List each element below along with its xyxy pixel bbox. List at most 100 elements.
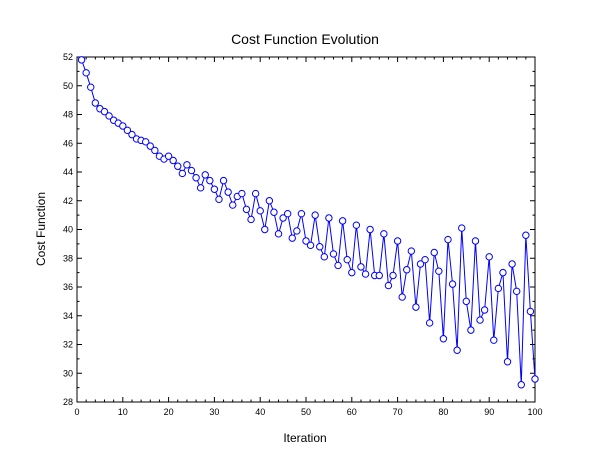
data-point — [100, 107, 109, 116]
x-tick-label: 0 — [74, 407, 79, 417]
data-point — [494, 284, 503, 293]
x-tick-label: 90 — [484, 407, 494, 417]
data-point — [476, 316, 484, 324]
y-tick-label: 44 — [63, 167, 73, 177]
data-point — [256, 207, 264, 215]
data-point — [338, 217, 347, 225]
data-point — [265, 197, 274, 205]
data-point — [302, 237, 310, 245]
plot-area-frame — [76, 56, 536, 403]
data-point — [325, 214, 333, 222]
data-point — [403, 266, 411, 274]
data-point — [146, 142, 154, 150]
data-point — [215, 195, 223, 204]
y-tick-label: 36 — [63, 282, 73, 292]
data-point — [380, 230, 388, 238]
data-point — [357, 263, 365, 271]
data-point — [283, 209, 292, 218]
data-point — [274, 230, 283, 238]
data-point — [91, 99, 100, 107]
data-point — [398, 293, 406, 301]
data-point — [206, 176, 214, 185]
series-cost — [77, 56, 539, 389]
x-tick-label: 100 — [527, 407, 542, 417]
x-axis-label: Iteration — [283, 431, 326, 445]
data-point — [407, 247, 416, 255]
x-tick-label: 40 — [255, 407, 265, 417]
data-point — [119, 122, 127, 130]
series-points — [77, 56, 539, 389]
data-point — [485, 253, 493, 261]
data-point — [178, 169, 187, 178]
data-point — [503, 358, 512, 366]
data-point — [293, 227, 301, 235]
data-point — [183, 161, 191, 169]
data-point — [448, 280, 457, 288]
data-point — [490, 336, 498, 344]
y-tick-label: 42 — [63, 196, 73, 206]
x-tick-label: 20 — [164, 407, 174, 417]
y-axis-label: Cost Function — [34, 192, 48, 266]
data-point — [142, 138, 150, 146]
data-point — [375, 271, 383, 280]
data-point — [462, 297, 470, 306]
x-tick-label: 50 — [301, 407, 311, 417]
data-point — [297, 209, 306, 218]
data-point — [261, 225, 269, 234]
data-point — [471, 237, 480, 245]
y-tick-label: 28 — [63, 397, 73, 407]
data-point — [329, 250, 338, 258]
data-point — [229, 201, 237, 209]
x-tick-label: 60 — [347, 407, 357, 417]
data-point — [512, 287, 521, 296]
data-point — [174, 162, 182, 170]
data-point — [164, 152, 173, 160]
x-tick-label: 80 — [438, 407, 448, 417]
y-tick-label: 30 — [63, 368, 73, 378]
data-point — [123, 126, 132, 135]
data-point — [238, 189, 246, 198]
data-point — [251, 189, 260, 198]
data-point — [334, 261, 342, 270]
data-point — [224, 188, 232, 196]
data-point — [316, 243, 324, 251]
series-line — [81, 59, 536, 385]
axis-tick-labels: 0 10 20 30 40 50 60 70 80 90 100 28 30 32 34 36 38 40 42 44… — [63, 52, 543, 417]
data-point — [311, 211, 319, 219]
data-point — [458, 224, 466, 232]
y-tick-label: 32 — [63, 340, 73, 350]
data-point — [306, 241, 315, 250]
data-point — [201, 171, 209, 179]
data-point — [77, 56, 86, 64]
data-point — [439, 335, 448, 343]
y-tick-label: 48 — [63, 110, 73, 120]
data-point — [467, 326, 475, 334]
data-point — [526, 307, 535, 316]
data-point — [247, 215, 255, 224]
data-point — [389, 271, 397, 280]
x-tick-label: 10 — [118, 407, 128, 417]
data-point — [499, 268, 507, 277]
data-point — [151, 146, 159, 155]
data-point — [210, 185, 219, 193]
data-point — [348, 268, 356, 277]
y-tick-label: 34 — [63, 311, 73, 321]
data-point — [196, 184, 205, 192]
chart-title: Cost Function Evolution — [231, 31, 379, 47]
data-point — [320, 253, 329, 261]
data-point — [105, 112, 113, 120]
data-point — [480, 306, 489, 314]
data-point — [361, 270, 370, 278]
y-tick-label: 46 — [63, 138, 73, 148]
y-tick-label: 52 — [63, 52, 73, 62]
y-tick-label: 40 — [63, 225, 73, 235]
data-point — [288, 234, 296, 242]
data-point — [508, 260, 516, 268]
data-point — [343, 255, 351, 264]
data-point — [87, 83, 95, 91]
data-point — [192, 174, 200, 182]
data-point — [435, 267, 443, 275]
data-point — [384, 281, 393, 290]
data-point — [169, 156, 177, 165]
x-tick-label: 30 — [209, 407, 219, 417]
